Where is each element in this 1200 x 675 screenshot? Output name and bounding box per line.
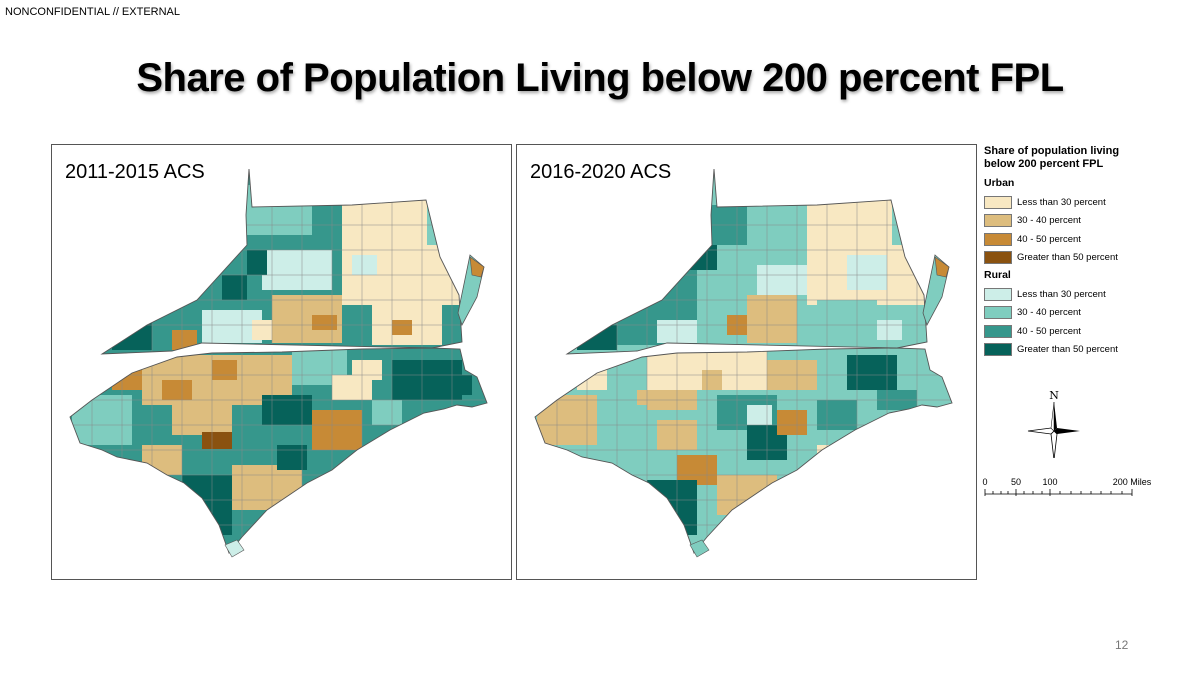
southern-region-outline bbox=[534, 347, 953, 554]
legend-item-rural-30-40: 30 - 40 percent bbox=[984, 304, 1184, 323]
legend-item-rural-lt30: Less than 30 percent bbox=[984, 285, 1184, 304]
legend-swatch bbox=[984, 287, 1012, 301]
eastern-peninsula-county bbox=[469, 256, 485, 278]
northern-region-outline bbox=[100, 168, 463, 355]
legend-item-urban-40-50: 40 - 50 percent bbox=[984, 230, 1184, 249]
legend-swatch bbox=[984, 232, 1012, 246]
legend-swatch bbox=[984, 195, 1012, 209]
legend-swatch bbox=[984, 306, 1012, 320]
north-arrow-icon: N bbox=[1027, 389, 1080, 458]
scale-tick-label: 200 Miles bbox=[1113, 477, 1152, 487]
legend-item-urban-gt50: Greater than 50 percent bbox=[984, 249, 1184, 268]
map-panel-2016-2020: 2016-2020 ACS bbox=[516, 144, 977, 580]
map-legend: Share of population living below 200 per… bbox=[984, 145, 1184, 359]
legend-swatch bbox=[984, 324, 1012, 338]
legend-title: Share of population living below 200 per… bbox=[984, 145, 1120, 170]
scale-tick-label: 0 bbox=[982, 477, 987, 487]
southern-coastal-county bbox=[224, 539, 245, 558]
legend-rural-heading: Rural bbox=[984, 269, 1011, 281]
scale-tick-label: 100 bbox=[1042, 477, 1057, 487]
northern-region-outline bbox=[565, 168, 928, 355]
page-number: 12 bbox=[1115, 638, 1129, 652]
slide-title: Share of Population Living below 200 per… bbox=[136, 56, 1064, 100]
map-panel-2011-2015: 2011-2015 ACS bbox=[51, 144, 512, 580]
southern-region-outline bbox=[69, 347, 488, 554]
choropleth-map-2016-2020 bbox=[534, 168, 953, 558]
scale-bar: 0 50 100 200 Miles bbox=[982, 477, 1152, 496]
legend-swatch bbox=[984, 343, 1012, 357]
legend-item-urban-30-40: 30 - 40 percent bbox=[984, 212, 1184, 231]
legend-swatch bbox=[984, 214, 1012, 228]
scale-tick-label: 50 bbox=[1011, 477, 1021, 487]
classification-label: NONCONFIDENTIAL // EXTERNAL bbox=[5, 6, 181, 18]
legend-item-rural-gt50: Greater than 50 percent bbox=[984, 341, 1184, 360]
eastern-peninsula-county bbox=[934, 256, 950, 278]
legend-swatch bbox=[984, 251, 1012, 265]
map-period-label: 2011-2015 ACS bbox=[65, 161, 205, 183]
legend-urban-heading: Urban bbox=[984, 177, 1015, 189]
legend-item-rural-40-50: 40 - 50 percent bbox=[984, 322, 1184, 341]
southern-coastal-county bbox=[689, 539, 710, 558]
legend-item-urban-lt30: Less than 30 percent bbox=[984, 193, 1184, 212]
map-period-label: 2016-2020 ACS bbox=[530, 161, 672, 183]
north-label: N bbox=[1049, 389, 1059, 402]
choropleth-map-2011-2015 bbox=[69, 168, 488, 558]
